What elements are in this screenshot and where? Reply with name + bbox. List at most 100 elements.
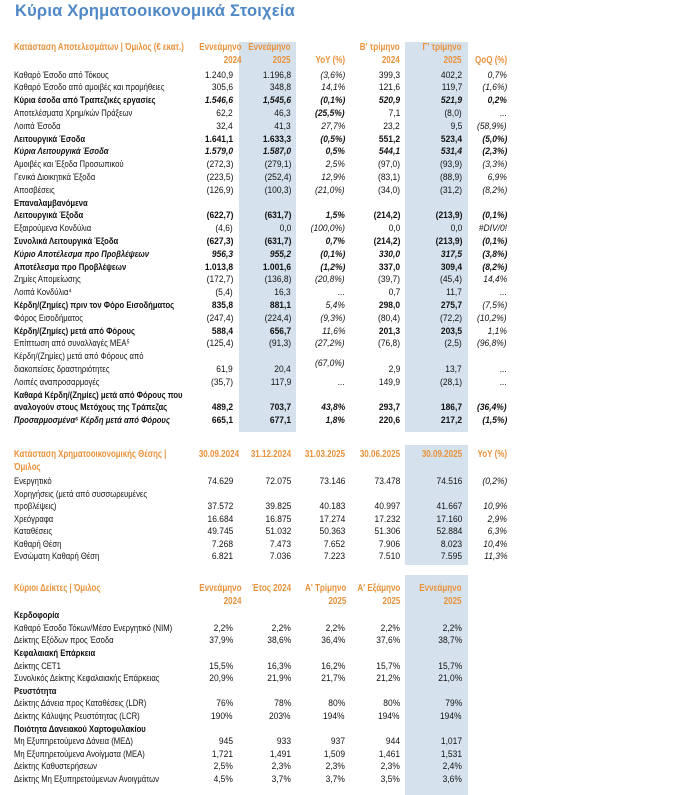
- cell-value-text: 1.633,3: [262, 133, 291, 145]
- cell-value-text: 11,3%: [483, 551, 507, 562]
- column-header: Εννεάμηνο 2025: [405, 583, 468, 608]
- column-header-text: 30.09.2025: [421, 449, 462, 460]
- column-header: Β' τρίμηνο 2024: [346, 42, 405, 68]
- row-label: Αποτελέσματα Χρημ/κών Πράξεων: [14, 108, 190, 121]
- cell-value: (20,8%): [296, 274, 346, 287]
- cell-value: (0,1%): [296, 249, 346, 262]
- cell-value-text: (21,0%): [315, 184, 345, 196]
- cell-value-text: 80%: [383, 698, 400, 710]
- cell-value-text: 40.997: [374, 501, 400, 512]
- table-row: Αμοιβές και Έξοδα Προσωπικού (272,3) (279,…: [14, 159, 514, 172]
- cell-value: 3,7%: [296, 774, 346, 787]
- cell-value: 1.240,9: [190, 70, 239, 83]
- cell-value-text: (224,4): [264, 312, 291, 324]
- cell-value: 5,4%: [296, 300, 346, 313]
- table-row: Κύρια Λειτουργικά Έσοδα 1.579,0 1.587,0 0,5…: [14, 146, 514, 159]
- row-label-text: Συνολικά Λειτουργικά Έξοδα: [14, 235, 119, 247]
- column-header-text: 30.06.2025: [359, 449, 400, 460]
- cell-value-text: 76%: [216, 698, 233, 710]
- row-label: Κέρδη/(Ζημίες) πριν τον Φόρο Εισοδήματος: [14, 300, 190, 313]
- cell-value-text: 194%: [323, 710, 345, 722]
- row-label-text: Αμοιβές και Έξοδα Προσωπικού: [14, 159, 124, 171]
- row-label: Ενσώματη Καθαρή Θέση: [14, 551, 190, 564]
- cell-value-text: (223,5): [206, 171, 233, 183]
- row-label: Λειτουργικά Έσοδα: [14, 134, 190, 147]
- cell-value-text: 20,9%: [209, 673, 233, 685]
- cell-value-text: 17.274: [319, 513, 345, 525]
- row-label-text: Ποιότητα Δανειακού Χαρτοφυλακίου: [14, 723, 146, 735]
- cell-value: 46,3: [239, 108, 296, 121]
- cell-value-text: 523,4: [440, 133, 462, 145]
- table-row: Κέρδη/(Ζημίες) πριν τον Φόρο Εισοδήματος…: [14, 300, 514, 313]
- cell-value-text: ...: [499, 376, 507, 388]
- cell-value: (8,2%): [468, 262, 509, 275]
- cell-value: (7,5%): [468, 300, 509, 313]
- cell-value-text: 1,509: [323, 748, 345, 760]
- cell-value-text: (3,8%): [482, 248, 507, 260]
- row-label: Δείκτης Μη Εξυπηρετούμενων Ανοιγμάτων: [14, 774, 190, 787]
- cell-value-text: 1,721: [211, 748, 233, 760]
- cell-value: (8,2%): [468, 185, 509, 198]
- cell-value-text: 21,9%: [267, 673, 291, 685]
- cell-value-text: ...: [499, 107, 507, 119]
- cell-value: #DIV/0!: [468, 223, 509, 236]
- table-row: Εξαιρούμενα Κονδύλια (4,6) 0,0 (100,0%) 0,0 0…: [14, 223, 514, 236]
- cell-value: 220,6: [346, 415, 405, 428]
- cell-value: (91,3): [239, 338, 296, 351]
- cell-value-text: 881,1: [269, 299, 291, 311]
- cell-value-text: 665,1: [211, 415, 233, 427]
- cell-value: (35,7): [190, 377, 239, 390]
- column-header-text: YoY (%): [315, 54, 345, 66]
- table-title-text: Κατάσταση Χρηματοοικονομικής Θέσης | Όμι…: [14, 449, 167, 473]
- cell-value: 73.478: [346, 476, 405, 489]
- row-label: Καθαρό Έσοδο Τόκων/Μέσο Ενεργητικό (NIM): [14, 623, 190, 636]
- cell-value: 2,2%: [346, 623, 405, 636]
- cell-value: 201,3: [346, 326, 405, 339]
- cell-value-text: 0,7: [388, 287, 400, 299]
- cell-value-text: 50.363: [319, 526, 345, 537]
- table-row: Αποσβέσεις (126,9) (100,3) (21,0%) (34,0) (31…: [14, 185, 514, 198]
- column-header: 30.09.2025: [405, 449, 468, 462]
- cell-value: 27,7%: [296, 121, 346, 134]
- cell-value-text: (1,6%): [482, 82, 507, 94]
- table-row: Συνολικός Δείκτης Κεφαλαιακής Επάρκειας 2…: [14, 673, 514, 686]
- row-label: Κεφαλαιακή Επάρκεια: [14, 648, 190, 661]
- column-header: YoY (%): [468, 449, 509, 462]
- cell-value-text: (136,8): [264, 274, 291, 286]
- row-label-text: Κέρδη/(Ζημίες) μετά από Φόρους: [14, 325, 136, 337]
- cell-value: 7.595: [405, 551, 468, 564]
- cell-value-text: (0,1%): [320, 248, 345, 260]
- cell-value-text: 1,017: [440, 736, 462, 748]
- cell-value: 52.884: [405, 526, 468, 539]
- cell-value: 1,491: [239, 749, 296, 762]
- cell-value-text: (35,7): [210, 376, 233, 388]
- column-header-text: 30.09.2024: [198, 449, 240, 460]
- table-header: Κατάσταση Χρηματοοικονομικής Θέσης | Όμι…: [14, 449, 514, 476]
- cell-value: (5,0%): [468, 134, 509, 147]
- cell-value-text: 7,1: [388, 107, 400, 119]
- cell-value: 955,2: [239, 249, 296, 262]
- cell-value: 13,7: [405, 364, 468, 377]
- table-title: Κατάσταση Χρηματοοικονομικής Θέσης | Όμι…: [14, 449, 190, 474]
- cell-value-text: 0,7%: [487, 69, 507, 81]
- row-label: Δείκτης Κάλυψης Ρευστότητας (LCR): [14, 711, 190, 724]
- cell-value-text: 0,0: [279, 223, 291, 235]
- cell-value: 9,5: [405, 121, 468, 134]
- cell-value-text: 203%: [269, 710, 291, 722]
- cell-value-text: 677,1: [269, 415, 291, 427]
- cell-value-text: 32,4: [216, 120, 233, 132]
- column-header-text: Εννεάμηνο 2025: [419, 583, 462, 607]
- cell-value: (3,3%): [468, 159, 509, 172]
- cell-value-text: (34,0): [377, 184, 400, 196]
- cell-value: 119,7: [405, 82, 468, 95]
- cell-value: 309,4: [405, 262, 468, 275]
- cell-value-text: 3,6%: [442, 773, 462, 785]
- cell-value: (1,5%): [468, 415, 509, 428]
- row-label: Λοιπά Έσοδα: [14, 121, 190, 134]
- cell-value-text: 190%: [211, 710, 233, 722]
- row-label: Χορηγήσεις (μετά από συσσωρευμένες προβλ…: [14, 489, 190, 514]
- table-row: Καθαρό Έσοδο από Τόκους 1.240,9 1.196,8 (3,…: [14, 70, 514, 83]
- cell-value-text: (213,9): [435, 235, 462, 247]
- cell-value-text: 3,5%: [380, 773, 400, 785]
- table-row: Ενσώματη Καθαρή Θέση 6.821 7.036 7.223 7.510…: [14, 551, 514, 564]
